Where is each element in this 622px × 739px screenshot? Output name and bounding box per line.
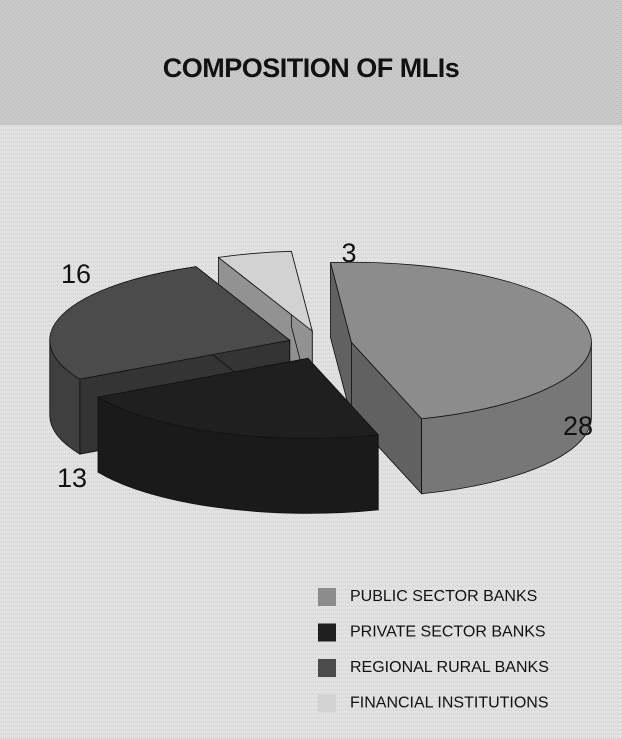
value-label: 3 [341, 238, 356, 268]
slice-shade [330, 262, 352, 418]
legend-swatch [318, 694, 336, 713]
chart-title: COMPOSITION OF MLIs [163, 53, 460, 83]
slice-top [49, 266, 291, 380]
legend-label: PRIVATE SECTOR BANKS [350, 624, 546, 641]
legend-swatch [318, 623, 336, 642]
value-label: 28 [563, 411, 593, 441]
value-label: 13 [57, 463, 87, 493]
slice-top [217, 250, 313, 333]
pie-slice [329, 261, 592, 495]
slice-top [96, 357, 380, 439]
slice-shade [421, 342, 592, 494]
title-band [0, 0, 622, 125]
legend-swatch [318, 659, 336, 677]
legend-label: PUBLIC SECTOR BANKS [350, 588, 537, 605]
slice-top [329, 261, 592, 420]
slice-shade [98, 397, 379, 514]
value-label: 16 [61, 259, 91, 289]
legend-label: FINANCIAL INSTITUTIONS [350, 695, 549, 712]
legend-swatch [318, 588, 336, 606]
pie-slice [96, 357, 380, 514]
legend-label: REGIONAL RURAL BANKS [350, 659, 549, 676]
slice-shade [49, 340, 80, 455]
slice-shade [351, 342, 422, 494]
